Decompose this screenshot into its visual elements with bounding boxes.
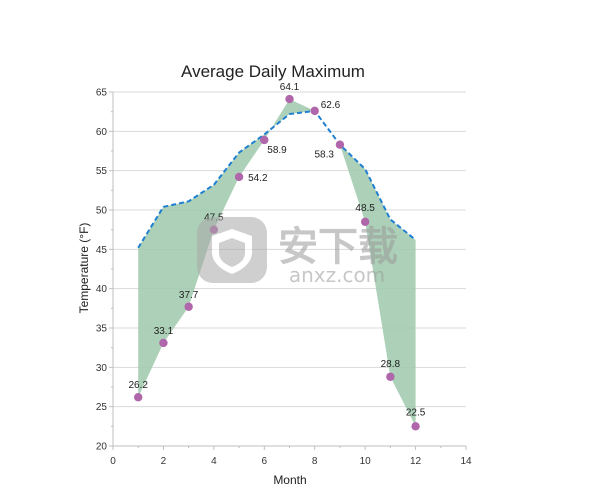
data-labels: 26.233.137.747.554.258.964.162.658.348.5…	[128, 82, 425, 418]
data-point	[134, 393, 143, 402]
tick-labels: 20 25 30 35 40 45 50 55 60 65 0 2 4 6 8 10 12 14	[96, 88, 472, 468]
x-tick-label: 0	[110, 456, 116, 467]
y-tick-label: 40	[96, 284, 108, 295]
data-point	[411, 422, 420, 431]
data-point	[184, 302, 193, 311]
x-tick-label: 6	[262, 456, 268, 467]
watermark-cn-text: 安下载	[278, 224, 398, 270]
data-label: 62.6	[321, 100, 341, 111]
y-tick-label: 25	[96, 402, 108, 413]
x-tick-label: 12	[410, 456, 422, 467]
dashed-series-polyline	[137, 109, 417, 249]
data-point	[310, 106, 319, 116]
data-label: 22.5	[406, 407, 426, 418]
data-point	[386, 372, 395, 381]
data-point	[335, 140, 345, 149]
area-between-series	[138, 99, 416, 427]
watermark: 安下载 anxz.com	[197, 217, 398, 287]
x-tick-label: 14	[460, 456, 472, 467]
y-tick-label: 20	[96, 442, 108, 453]
data-label: 58.9	[267, 145, 287, 156]
x-tick-label: 8	[312, 456, 318, 467]
data-label: 26.2	[128, 380, 148, 391]
watermark-url-text: anxz.com	[289, 263, 385, 287]
y-axis-label: Temperature (°F)	[77, 223, 91, 314]
y-tick-label: 30	[96, 363, 108, 374]
data-label: 64.1	[280, 82, 300, 93]
shield-logo-icon	[197, 217, 267, 283]
x-tick-label: 2	[161, 456, 167, 467]
data-label: 33.1	[154, 326, 174, 337]
y-tick-label: 55	[96, 166, 108, 177]
data-points	[134, 94, 420, 431]
chart-title: Average Daily Maximum	[181, 62, 365, 81]
y-tick-label: 65	[96, 88, 108, 99]
y-tick-label: 50	[96, 206, 108, 217]
data-point	[285, 94, 294, 104]
y-tick-label: 45	[96, 245, 108, 256]
data-point	[234, 172, 244, 182]
y-tick-label: 35	[96, 324, 108, 335]
data-label: 58.3	[314, 150, 334, 161]
area-fill	[138, 99, 416, 427]
axes	[109, 91, 467, 450]
data-point	[360, 217, 370, 226]
x-tick-label: 10	[360, 456, 372, 467]
x-axis-label: Month	[273, 473, 306, 487]
data-label: 54.2	[248, 173, 268, 184]
data-point	[159, 338, 168, 348]
data-label: 37.7	[179, 290, 199, 301]
y-tick-label: 60	[96, 127, 108, 138]
dashed-series-line	[137, 109, 417, 249]
data-label: 28.8	[381, 359, 401, 370]
data-label: 48.5	[355, 203, 375, 214]
x-tick-label: 4	[211, 456, 217, 467]
data-point	[260, 135, 269, 145]
